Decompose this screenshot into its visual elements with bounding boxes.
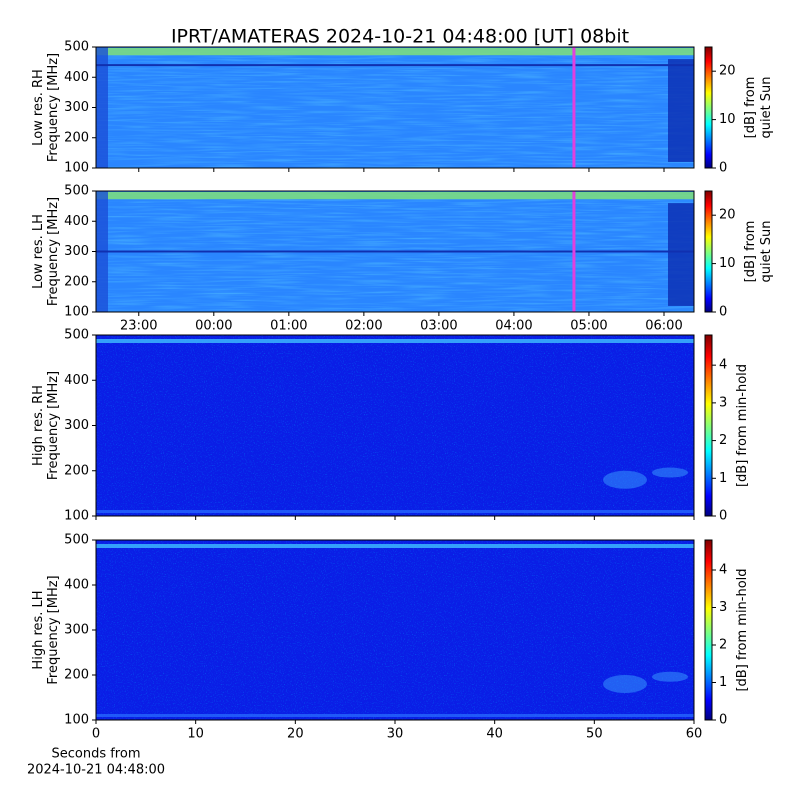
x-tick-label: 10 bbox=[187, 727, 204, 742]
y-tick-label: 200 bbox=[64, 274, 89, 289]
y-tick-label: 500 bbox=[64, 533, 89, 548]
colorbar-tick-label: 0 bbox=[719, 161, 727, 176]
y-tick-label: 300 bbox=[64, 418, 89, 433]
x-tick-label: 03:00 bbox=[420, 319, 457, 334]
colorbar bbox=[704, 46, 713, 169]
spectrogram-blob bbox=[603, 675, 647, 693]
colorbar-tick-label: 10 bbox=[719, 256, 736, 271]
colorbar-label-line: [dB] from bbox=[743, 77, 758, 139]
y-tick-label: 100 bbox=[64, 161, 89, 176]
y-axis-label: Low res. RHFrequency [MHz] bbox=[31, 53, 61, 162]
spectrogram-band bbox=[96, 510, 694, 513]
colorbar-label: [dB] fromquiet Sun bbox=[743, 220, 774, 282]
spectrogram-band bbox=[96, 714, 694, 717]
colorbar-tick-label: 3 bbox=[719, 395, 727, 410]
y-tick-label: 400 bbox=[64, 70, 89, 85]
colorbar-tick-label: 1 bbox=[719, 471, 727, 486]
y-axis-label-line: Low res. LH bbox=[31, 214, 46, 289]
y-tick-label: 200 bbox=[64, 668, 89, 683]
y-axis-label-line: High res. LH bbox=[31, 590, 46, 669]
colorbar-tick-label: 20 bbox=[719, 64, 736, 79]
y-axis-label: Low res. LHFrequency [MHz] bbox=[31, 197, 61, 306]
y-tick-label: 100 bbox=[64, 305, 89, 320]
colorbar-label-line: [dB] from bbox=[743, 221, 758, 283]
y-tick-label: 400 bbox=[64, 373, 89, 388]
x-tick-label: 30 bbox=[387, 727, 404, 742]
x-tick-label: 0 bbox=[92, 727, 100, 742]
colorbar-label-line: [dB] from min-hold bbox=[735, 364, 750, 487]
y-tick-label: 400 bbox=[64, 578, 89, 593]
colorbar-label: [dB] from min-hold bbox=[735, 568, 750, 691]
x-tick-label: 23:00 bbox=[120, 319, 157, 334]
y-tick-label: 100 bbox=[64, 713, 89, 728]
colorbar-tick-label: 10 bbox=[719, 112, 736, 127]
y-tick-label: 100 bbox=[64, 509, 89, 524]
colorbar-label-line: quiet Sun bbox=[759, 76, 774, 138]
y-axis-label-line: Frequency [MHz] bbox=[46, 53, 61, 162]
y-tick-label: 300 bbox=[64, 100, 89, 115]
colorbar-label: [dB] fromquiet Sun bbox=[743, 76, 774, 138]
spectrogram-band bbox=[96, 544, 694, 548]
y-tick-label: 300 bbox=[64, 244, 89, 259]
x-tick-label: 00:00 bbox=[195, 319, 232, 334]
y-tick-label: 200 bbox=[64, 463, 89, 478]
colorbar-tick-label: 2 bbox=[719, 433, 727, 448]
spectrogram-edge bbox=[668, 59, 694, 162]
colorbar-tick-label: 20 bbox=[719, 208, 736, 223]
x-tick-label: 40 bbox=[486, 727, 503, 742]
x-axis-label: 2024-10-21 04:48:00 bbox=[27, 763, 165, 778]
x-tick-label: 60 bbox=[686, 727, 703, 742]
spectrogram-band bbox=[96, 48, 694, 56]
colorbar-tick-label: 4 bbox=[719, 358, 727, 373]
x-tick-label: 04:00 bbox=[495, 319, 532, 334]
y-axis-label-line: Frequency [MHz] bbox=[46, 197, 61, 306]
colorbar-tick-label: 0 bbox=[719, 305, 727, 320]
colorbar bbox=[704, 334, 713, 517]
colorbar-label-line: quiet Sun bbox=[759, 220, 774, 282]
x-tick-label: 05:00 bbox=[570, 319, 607, 334]
x-tick-label: 06:00 bbox=[645, 319, 682, 334]
colorbar-tick-label: 4 bbox=[719, 563, 727, 578]
chart-title: IPRT/AMATERAS 2024-10-21 04:48:00 [UT] 0… bbox=[171, 26, 629, 48]
colorbar bbox=[704, 539, 713, 721]
y-axis-label: High res. LHFrequency [MHz] bbox=[31, 575, 61, 684]
y-axis-label-line: High res. RH bbox=[31, 385, 46, 466]
spectrogram-texture bbox=[96, 47, 694, 168]
x-tick-label: 20 bbox=[287, 727, 304, 742]
x-tick-label: 01:00 bbox=[270, 319, 307, 334]
colorbar-tick-label: 3 bbox=[719, 600, 727, 615]
colorbar-tick-label: 2 bbox=[719, 638, 727, 653]
x-axis-label: Seconds from bbox=[51, 747, 140, 762]
spectrogram-blob bbox=[603, 470, 647, 489]
colorbar-label: [dB] from min-hold bbox=[735, 364, 750, 487]
y-axis-label-line: Frequency [MHz] bbox=[46, 575, 61, 684]
x-tick-label: 50 bbox=[586, 727, 603, 742]
y-axis-label-line: Frequency [MHz] bbox=[46, 371, 61, 480]
spectrogram-texture bbox=[96, 540, 694, 720]
spectrogram-blob bbox=[652, 671, 688, 682]
y-axis-label: High res. RHFrequency [MHz] bbox=[31, 371, 61, 480]
y-tick-label: 300 bbox=[64, 623, 89, 638]
spectrogram-edge bbox=[668, 203, 694, 306]
spectrogram-texture bbox=[96, 335, 694, 516]
spectrogram-blob bbox=[652, 467, 688, 478]
y-tick-label: 500 bbox=[64, 328, 89, 343]
spectrogram-band bbox=[96, 339, 694, 343]
spectrogram-edge bbox=[96, 47, 108, 168]
colorbar-tick-label: 1 bbox=[719, 675, 727, 690]
colorbar bbox=[704, 190, 713, 313]
colorbar-tick-label: 0 bbox=[719, 713, 727, 728]
y-tick-label: 400 bbox=[64, 214, 89, 229]
y-tick-label: 200 bbox=[64, 130, 89, 145]
y-axis-label-line: Low res. RH bbox=[31, 69, 46, 146]
y-tick-label: 500 bbox=[64, 184, 89, 199]
spectrogram-band bbox=[96, 192, 694, 200]
x-tick-label: 02:00 bbox=[345, 319, 382, 334]
colorbar-label-line: [dB] from min-hold bbox=[735, 568, 750, 691]
y-tick-label: 500 bbox=[64, 40, 89, 55]
colorbar-tick-label: 0 bbox=[719, 509, 727, 524]
